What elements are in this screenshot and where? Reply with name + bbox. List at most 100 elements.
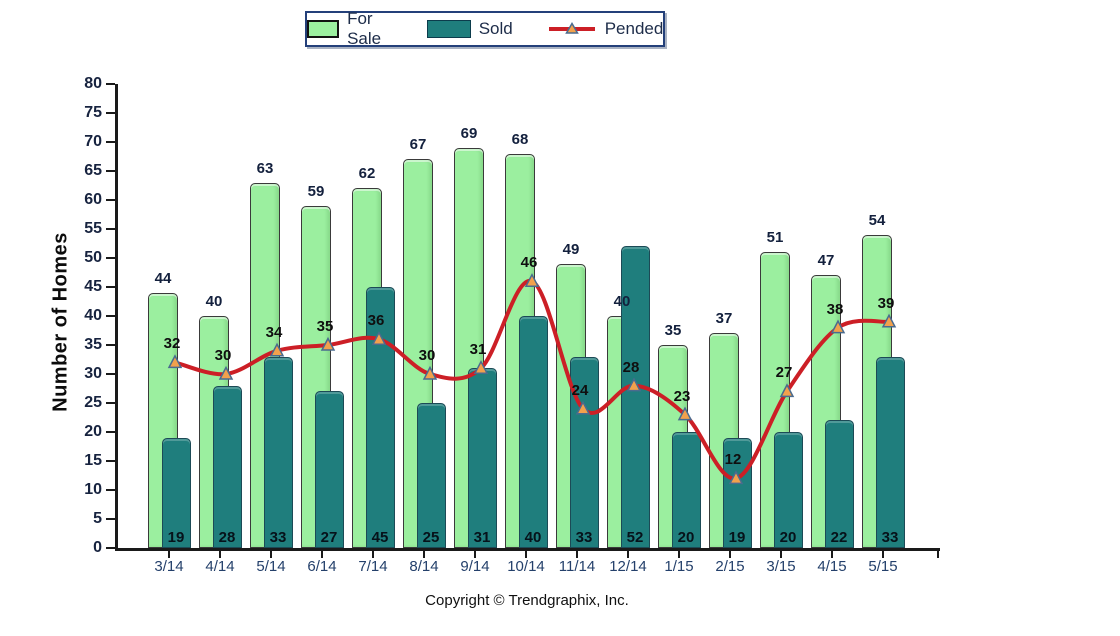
y-tick-label: 40 [84, 307, 102, 324]
x-tick-label: 8/14 [409, 558, 439, 575]
sold-value-label: 22 [830, 529, 848, 546]
legend-item-sold: Sold [426, 19, 513, 39]
y-tick-label: 50 [84, 249, 102, 266]
y-tick-label: 5 [93, 510, 102, 527]
bar-sold [315, 391, 344, 548]
pended-value-label: 34 [265, 323, 283, 341]
x-tick-mark [168, 551, 170, 558]
x-tick-label: 9/14 [460, 558, 490, 575]
y-tick-mark [106, 344, 115, 346]
x-tick-label: 1/15 [664, 558, 694, 575]
y-tick-label: 75 [84, 104, 102, 121]
x-tick-mark [882, 551, 884, 558]
pended-value-label: 39 [877, 294, 895, 312]
x-tick-mark [576, 551, 578, 558]
x-tick-mark [729, 551, 731, 558]
x-tick-label: 6/14 [307, 558, 337, 575]
for-sale-value-label: 40 [205, 293, 223, 310]
y-tick-label: 25 [84, 394, 102, 411]
pended-value-label: 46 [520, 254, 538, 272]
pended-line-swatch-icon [548, 22, 595, 34]
y-tick-label: 35 [84, 336, 102, 353]
x-tick-label: 2/15 [715, 558, 745, 575]
x-axis-line [115, 548, 940, 551]
y-tick-label: 65 [84, 162, 102, 179]
x-tick-label: 7/14 [358, 558, 388, 575]
x-tick-mark [372, 551, 374, 558]
pended-value-label: 36 [367, 312, 385, 330]
y-axis-line [115, 84, 118, 551]
y-tick-mark [106, 373, 115, 375]
y-tick-mark [106, 170, 115, 172]
sold-value-label: 25 [422, 529, 440, 546]
y-tick-mark [106, 199, 115, 201]
for-sale-value-label: 35 [664, 322, 682, 339]
x-tick-label: 3/14 [154, 558, 184, 575]
x-tick-label: 5/14 [256, 558, 286, 575]
y-tick-mark [106, 315, 115, 317]
sold-value-label: 40 [524, 529, 542, 546]
sold-value-label: 28 [218, 529, 236, 546]
y-tick-label: 45 [84, 278, 102, 295]
legend-item-pended: Pended [547, 19, 663, 39]
legend-label-sold: Sold [478, 19, 513, 38]
legend-item-for-sale: For Sale [306, 9, 393, 49]
pended-value-label: 30 [214, 347, 232, 364]
x-tick-mark [474, 551, 476, 558]
pended-value-label: 32 [163, 335, 181, 353]
pended-value-label: 38 [826, 300, 844, 318]
y-tick-mark [106, 286, 115, 288]
pended-value-label: 24 [571, 381, 589, 399]
for-sale-value-label: 44 [154, 269, 172, 287]
legend-label-for-sale: For Sale [347, 9, 382, 48]
bar-sold [264, 356, 293, 548]
for-sale-value-label: 67 [409, 136, 427, 154]
x-axis-end-tick [937, 551, 939, 558]
pended-value-label: 23 [673, 387, 691, 405]
y-tick-mark [106, 431, 115, 433]
for-sale-value-label: 40 [613, 293, 631, 310]
bar-sold [468, 368, 497, 548]
x-tick-label: 5/15 [868, 558, 898, 575]
x-tick-mark [678, 551, 680, 558]
y-tick-label: 10 [84, 481, 102, 498]
x-tick-label: 4/14 [205, 558, 235, 575]
for-sale-value-label: 37 [715, 310, 733, 328]
sold-value-label: 20 [677, 529, 695, 546]
sold-value-label: 52 [626, 529, 644, 546]
for-sale-value-label: 54 [868, 211, 886, 229]
sold-value-label: 33 [575, 529, 593, 546]
sold-value-label: 31 [473, 529, 491, 546]
bar-sold [876, 356, 905, 548]
x-tick-mark [219, 551, 221, 558]
y-tick-mark [106, 518, 115, 520]
pended-value-label: 31 [469, 341, 487, 359]
y-tick-mark [106, 83, 115, 85]
y-tick-mark [106, 228, 115, 230]
y-tick-label: 80 [84, 75, 102, 92]
for-sale-swatch-icon [306, 20, 340, 38]
for-sale-value-label: 49 [562, 240, 580, 258]
pended-value-label: 35 [316, 318, 334, 335]
sold-value-label: 20 [779, 529, 797, 546]
for-sale-value-label: 63 [256, 159, 274, 177]
y-tick-mark [106, 402, 115, 404]
for-sale-value-label: 47 [817, 252, 835, 270]
x-tick-label: 3/15 [766, 558, 796, 575]
x-tick-label: 10/14 [507, 558, 545, 575]
sold-value-label: 19 [167, 529, 185, 546]
x-tick-mark [627, 551, 629, 558]
sold-value-label: 45 [371, 529, 389, 546]
y-tick-label: 30 [84, 365, 102, 382]
for-sale-value-label: 62 [358, 165, 376, 183]
pended-value-label: 27 [775, 364, 793, 382]
y-tick-mark [106, 141, 115, 143]
legend: For Sale Sold Pended [305, 9, 665, 49]
bar-sold [519, 316, 548, 548]
y-tick-label: 60 [84, 191, 102, 208]
y-tick-mark [106, 489, 115, 491]
y-tick-mark [106, 257, 115, 259]
sold-value-label: 27 [320, 529, 338, 546]
x-tick-mark [525, 551, 527, 558]
